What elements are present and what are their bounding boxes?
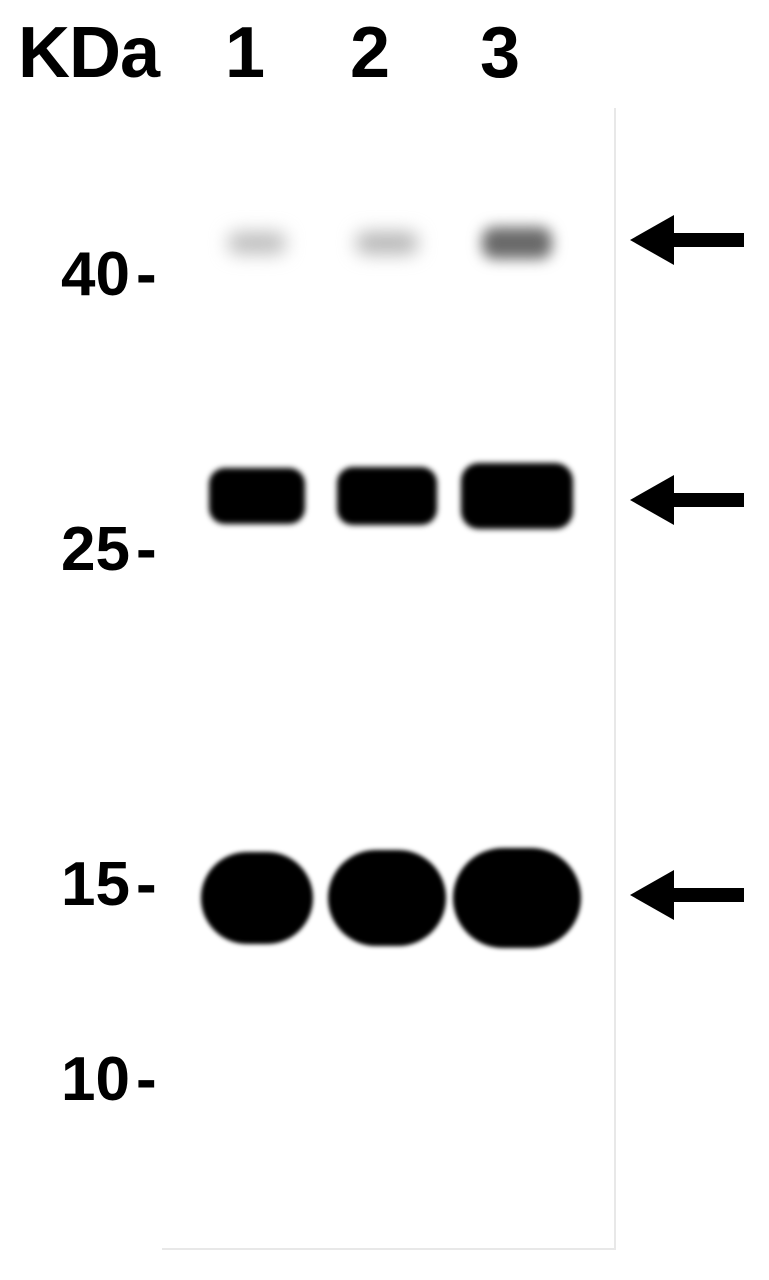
mw-marker-value: 40 [30, 239, 130, 310]
band-arrow-middle [630, 473, 744, 527]
mw-marker-dash: - [136, 239, 157, 310]
mw-marker-value: 15 [30, 849, 130, 920]
blot-band [201, 852, 313, 944]
band-arrow-top [630, 213, 744, 267]
mw-marker-value: 10 [30, 1044, 130, 1115]
blot-band [228, 232, 286, 254]
kda-unit-label: KDa [18, 12, 159, 94]
blot-band [328, 850, 446, 946]
mw-marker-25: 25 - [30, 514, 157, 585]
blot-band [453, 848, 581, 948]
blot-band [337, 467, 437, 525]
mw-marker-15: 15 - [30, 849, 157, 920]
mw-marker-value: 25 [30, 514, 130, 585]
lane-label-3: 3 [470, 12, 530, 94]
mw-marker-dash: - [136, 1044, 157, 1115]
band-arrow-bottom [630, 868, 744, 922]
mw-marker-10: 10 - [30, 1044, 157, 1115]
blot-membrane [162, 108, 616, 1250]
mw-marker-40: 40 - [30, 239, 157, 310]
lane-label-2: 2 [340, 12, 400, 94]
mw-marker-dash: - [136, 514, 157, 585]
blot-band [482, 227, 552, 259]
blot-band [356, 232, 418, 254]
blot-band [209, 468, 305, 524]
mw-marker-dash: - [136, 849, 157, 920]
western-blot-figure: KDa 1 2 3 40 - 25 - 15 - 10 - [0, 0, 769, 1280]
blot-band [461, 463, 573, 529]
lane-label-1: 1 [215, 12, 275, 94]
